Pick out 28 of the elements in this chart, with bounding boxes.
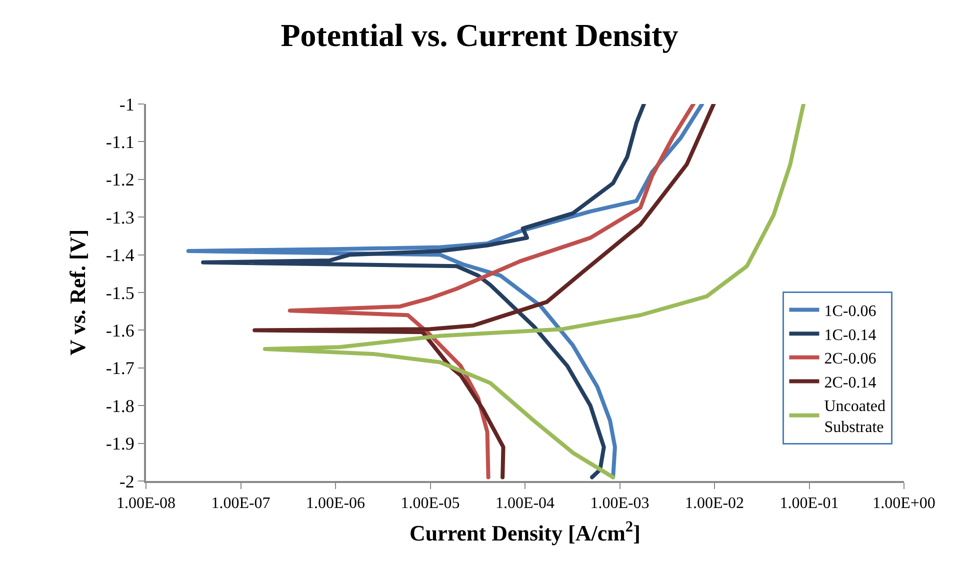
y-tick-label: -1.2 <box>106 170 134 190</box>
legend-label: 2C-0.14 <box>824 374 876 392</box>
y-axis-title: V vs. Ref. [V] <box>65 229 90 356</box>
x-tick-label: 1.00E-02 <box>684 495 744 512</box>
y-tick-label: -1.9 <box>106 434 134 454</box>
y-tick-label: -1.7 <box>106 358 134 378</box>
y-tick-label: -1.3 <box>106 207 134 228</box>
x-tick-label: 1.00E-03 <box>590 495 650 512</box>
x-tick-label: 1.00E-05 <box>400 495 460 512</box>
chart-title: Potential vs. Current Density <box>280 16 678 53</box>
y-tick-label: -1 <box>119 94 134 114</box>
legend-label: 2C-0.06 <box>824 350 876 368</box>
x-tick-label: 1.00E-01 <box>780 495 839 512</box>
y-tick-label: -2 <box>119 471 134 492</box>
x-tick-label: 1.00E-06 <box>306 495 366 512</box>
legend-label: 1C-0.06 <box>824 303 876 320</box>
x-tick-label: 1.00E-07 <box>211 495 270 512</box>
x-tick-label: 1.00E-08 <box>116 495 176 512</box>
y-tick-label: -1.5 <box>106 282 134 303</box>
y-tick-label: -1.4 <box>106 245 134 266</box>
legend-label: Uncoated Substrate <box>824 398 886 436</box>
y-tick-label: -1.8 <box>106 396 134 416</box>
x-tick-label: 1.00E-04 <box>495 495 555 512</box>
y-tick-label: -1.6 <box>106 320 134 340</box>
y-tick-label: -1.1 <box>106 132 134 152</box>
legend-label: 1C-0.14 <box>824 326 876 344</box>
x-tick-label: 1.00E+00 <box>872 495 936 512</box>
x-axis-title: Current Density [A/cm$^{2}$] <box>410 518 640 546</box>
